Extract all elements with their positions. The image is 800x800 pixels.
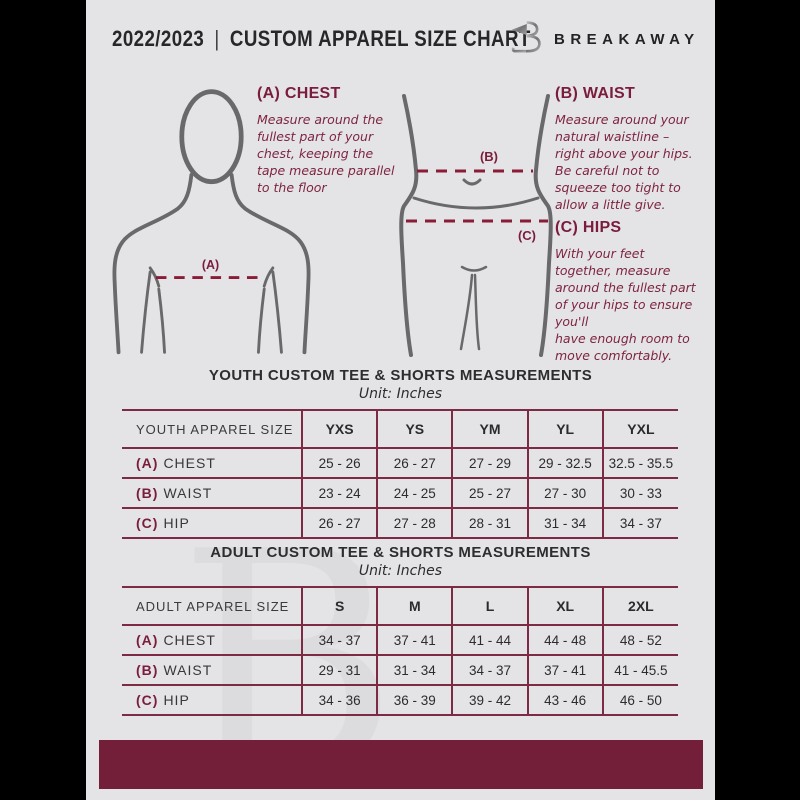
- hips-instruction-text: With your feet together, measure around …: [555, 246, 696, 363]
- row-name: CHEST: [163, 455, 216, 471]
- cell-value: 29 - 32.5: [526, 448, 603, 478]
- size-col-s: S: [301, 587, 378, 625]
- cell-value: 39 - 42: [451, 685, 528, 715]
- size-col-yl: YL: [526, 410, 603, 448]
- cell-value: 46 - 50: [601, 685, 678, 715]
- row-label-hip: (C) HIP: [122, 685, 302, 715]
- size-col-ym: YM: [451, 410, 528, 448]
- cell-value: 41 - 45.5: [601, 655, 678, 685]
- row-key: (A): [136, 455, 159, 471]
- row-label-chest: (A) CHEST: [122, 448, 302, 478]
- cell-value: 25 - 27: [451, 478, 528, 508]
- cell-value: 23 - 24: [301, 478, 378, 508]
- size-col-l: L: [451, 587, 528, 625]
- row-name: CHEST: [163, 632, 216, 648]
- cell-value: 31 - 34: [526, 508, 603, 538]
- youth-section-title: YOUTH CUSTOM TEE & SHORTS MEASUREMENTS: [208, 367, 593, 384]
- cell-value: 36 - 39: [376, 685, 453, 715]
- youth-unit-label: Unit: Inches: [358, 386, 443, 402]
- cell-value: 43 - 46: [526, 685, 603, 715]
- cell-value: 26 - 27: [376, 448, 453, 478]
- cell-value: 30 - 33: [601, 478, 678, 508]
- cell-value: 25 - 26: [301, 448, 378, 478]
- hips-diagram: (B) (C): [399, 94, 553, 357]
- row-name: WAIST: [163, 485, 213, 501]
- season-label: 2022/2023: [112, 26, 205, 51]
- page-title: 2022/2023 | CUSTOM APPAREL SIZE CHART: [112, 26, 531, 52]
- cell-value: 44 - 48: [526, 625, 603, 655]
- table-row-hip: (C) HIP 26 - 27 27 - 28 28 - 31 31 - 34 3…: [122, 508, 678, 538]
- table-row-hip: (C) HIP 34 - 36 36 - 39 39 - 42 43 - 46 4…: [122, 685, 678, 715]
- row-label-waist: (B) WAIST: [122, 655, 302, 685]
- table-row-waist: (B) WAIST 29 - 31 31 - 34 34 - 37 37 - 41…: [122, 655, 678, 685]
- waist-instruction-heading: (B) WAIST: [555, 85, 636, 102]
- size-col-xl: XL: [526, 587, 603, 625]
- chest-instruction-text: Measure around the fullest part of your …: [257, 112, 395, 195]
- row-label-waist: (B) WAIST: [122, 478, 302, 508]
- table-header-row: YOUTH APPAREL SIZE YXS YS YM YL YXL: [122, 410, 678, 448]
- row-key: (B): [136, 662, 159, 678]
- cell-value: 27 - 30: [526, 478, 603, 508]
- cell-value: 41 - 44: [451, 625, 528, 655]
- brand-name: BREAKAWAY: [554, 31, 700, 48]
- cell-value: 26 - 27: [301, 508, 378, 538]
- row-key: (A): [136, 632, 159, 648]
- size-col-yxl: YXL: [601, 410, 678, 448]
- cell-value: 24 - 25: [376, 478, 453, 508]
- row-key: (C): [136, 515, 159, 531]
- cell-value: 28 - 31: [451, 508, 528, 538]
- row-key: (B): [136, 485, 159, 501]
- cell-value: 37 - 41: [526, 655, 603, 685]
- adult-size-column-label: ADULT APPAREL SIZE: [136, 598, 290, 614]
- row-key: (C): [136, 692, 159, 708]
- cell-value: 37 - 41: [376, 625, 453, 655]
- title-divider: |: [214, 26, 220, 51]
- waist-instruction-text: Measure around your natural waistline – …: [555, 112, 693, 212]
- size-col-yxs: YXS: [301, 410, 378, 448]
- waist-line-label: (B): [480, 149, 498, 164]
- cell-value: 32.5 - 35.5: [601, 448, 678, 478]
- table-row-chest: (A) CHEST 25 - 26 26 - 27 27 - 29 29 - 32…: [122, 448, 678, 478]
- table-header-row: ADULT APPAREL SIZE S M L XL 2XL: [122, 587, 678, 625]
- cell-value: 34 - 37: [451, 655, 528, 685]
- row-name: HIP: [163, 515, 190, 531]
- adult-size-table: ADULT APPAREL SIZE S M L XL 2XL (A) CHEST…: [122, 586, 678, 716]
- torso-diagram: (A): [112, 89, 311, 355]
- size-col-ys: YS: [376, 410, 453, 448]
- waist-instruction: (B) WAIST Measure around your natural wa…: [555, 85, 699, 213]
- row-label-chest: (A) CHEST: [122, 625, 302, 655]
- chart-title: CUSTOM APPAREL SIZE CHART: [229, 26, 531, 51]
- youth-size-column-label: YOUTH APPAREL SIZE: [136, 421, 294, 437]
- row-name: WAIST: [163, 662, 213, 678]
- cell-value: 27 - 28: [376, 508, 453, 538]
- youth-size-table: YOUTH APPAREL SIZE YXS YS YM YL YXL (A) C…: [122, 409, 678, 539]
- hips-instruction-heading: (C) HIPS: [555, 219, 622, 236]
- chest-instruction-heading: (A) CHEST: [257, 85, 341, 102]
- chest-instruction: (A) CHEST Measure around the fullest par…: [257, 85, 397, 196]
- cell-value: 34 - 37: [301, 625, 378, 655]
- cell-value: 29 - 31: [301, 655, 378, 685]
- adult-section-title: ADULT CUSTOM TEE & SHORTS MEASUREMENTS: [210, 544, 591, 561]
- hips-line-label: (C): [518, 228, 536, 243]
- footer-accent-bar: [99, 740, 703, 789]
- table-row-waist: (B) WAIST 23 - 24 24 - 25 25 - 27 27 - 30…: [122, 478, 678, 508]
- breakaway-logo-icon: [511, 20, 541, 53]
- row-name: HIP: [163, 692, 190, 708]
- size-chart-page: B 2022/2023 | CUSTOM APPAREL SIZE CHART: [86, 0, 715, 800]
- cell-value: 34 - 36: [301, 685, 378, 715]
- cell-value: 27 - 29: [451, 448, 528, 478]
- chest-line-label: (A): [202, 258, 219, 272]
- size-col-m: M: [376, 587, 453, 625]
- adult-unit-label: Unit: Inches: [358, 563, 443, 579]
- cell-value: 31 - 34: [376, 655, 453, 685]
- size-col-2xl: 2XL: [601, 587, 678, 625]
- cell-value: 34 - 37: [601, 508, 678, 538]
- row-label-hip: (C) HIP: [122, 508, 302, 538]
- cell-value: 48 - 52: [601, 625, 678, 655]
- hips-instruction: (C) HIPS With your feet together, measur…: [555, 219, 703, 364]
- table-row-chest: (A) CHEST 34 - 37 37 - 41 41 - 44 44 - 48…: [122, 625, 678, 655]
